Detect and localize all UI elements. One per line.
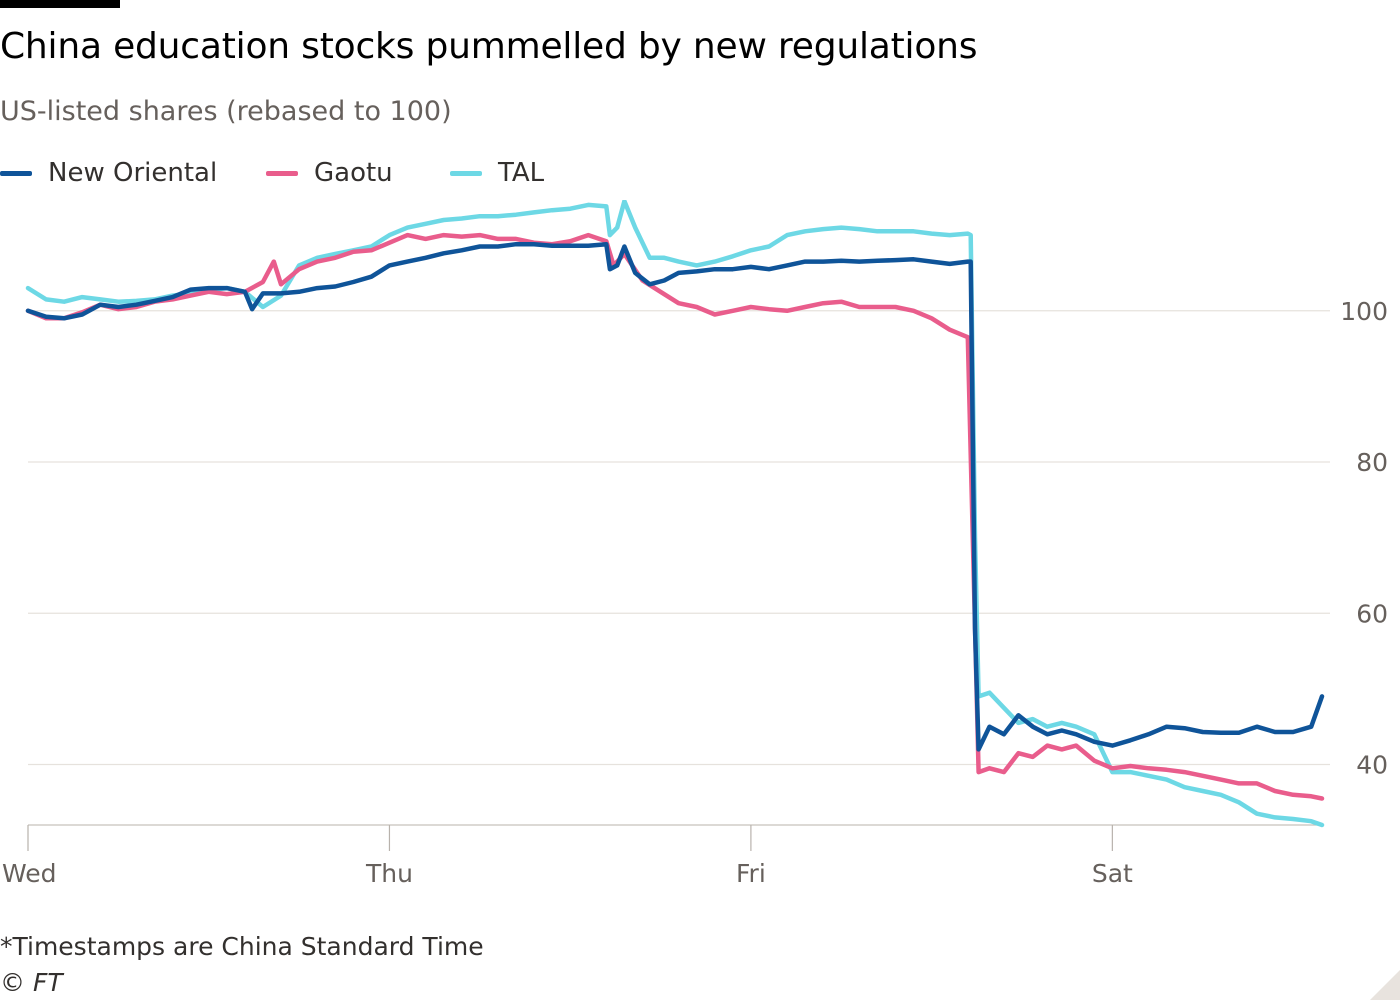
y-tick-label-40: 40 — [1356, 751, 1388, 780]
x-tick-label-wed: Wed — [2, 859, 57, 888]
gridlines — [28, 310, 1330, 766]
legend-item-tal: TAL — [450, 158, 544, 188]
x-tick-label-sat: Sat — [1092, 859, 1133, 888]
legend-item-new-oriental: New Oriental — [0, 158, 217, 188]
footnote: *Timestamps are China Standard Time — [0, 932, 484, 961]
corner-fold-decoration — [1370, 970, 1400, 1000]
legend-swatch-tal — [450, 170, 482, 176]
legend-label-new-oriental: New Oriental — [48, 158, 218, 188]
legend-label-tal: TAL — [498, 158, 545, 188]
series-lines — [25, 200, 1325, 828]
x-axis: Wed Thu Fri Sat — [2, 824, 1322, 888]
series-line-new-oriental — [25, 241, 1325, 752]
legend-swatch-new-oriental — [0, 170, 32, 176]
x-tick-label-thu: Thu — [365, 859, 413, 888]
chart-title: China education stocks pummelled by new … — [0, 26, 978, 67]
legend-swatch-gaotu — [266, 170, 298, 176]
y-tick-label-80: 80 — [1356, 448, 1388, 477]
series-line-tal — [25, 200, 1325, 828]
brand-bar — [0, 0, 120, 8]
y-tick-label-60: 60 — [1356, 599, 1388, 628]
line-chart: Wed Thu Fri Sat 40 60 80 100 — [2, 200, 1388, 888]
y-axis: 40 60 80 100 — [1340, 297, 1388, 780]
series-line-gaotu — [25, 232, 1325, 801]
chart-subtitle: US-listed shares (rebased to 100) — [0, 96, 452, 127]
legend-label-gaotu: Gaotu — [314, 158, 393, 188]
legend-item-gaotu: Gaotu — [266, 158, 393, 188]
x-tick-label-fri: Fri — [736, 859, 766, 888]
source-credit: © FT — [0, 968, 63, 997]
y-tick-label-100: 100 — [1340, 297, 1388, 326]
